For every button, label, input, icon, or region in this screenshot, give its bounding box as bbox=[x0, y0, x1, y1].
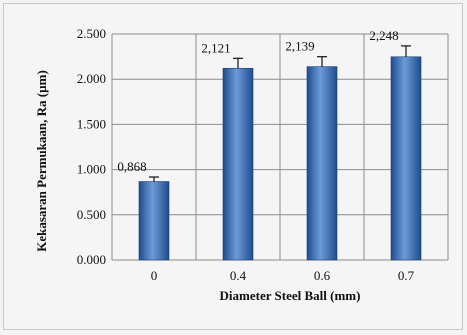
y-axis-title: Kekasaran Permukaan, Ra (µm) bbox=[34, 70, 49, 252]
x-axis-title: Diameter Steel Ball (mm) bbox=[220, 288, 361, 303]
x-tick-label: 0.7 bbox=[398, 268, 415, 283]
y-tick-label: 0.500 bbox=[77, 207, 106, 222]
y-tick-label: 1.500 bbox=[77, 116, 106, 131]
bar bbox=[222, 67, 254, 261]
y-tick-label: 2.500 bbox=[77, 26, 106, 41]
bar bbox=[306, 66, 338, 261]
y-tick-labels: 0.000 0.500 1.000 1.500 2.000 2.500 bbox=[77, 26, 106, 267]
data-label: 2,121 bbox=[201, 40, 230, 55]
x-tick-label: 0.6 bbox=[314, 268, 331, 283]
x-tick-label: 0 bbox=[151, 268, 158, 283]
error-bars bbox=[149, 45, 411, 182]
y-tick-label: 0.000 bbox=[77, 252, 106, 267]
data-labels: 0,868 2,121 2,139 2,248 bbox=[117, 28, 398, 174]
x-tick-labels: 0 0.4 0.6 0.7 bbox=[151, 268, 415, 283]
bar bbox=[138, 181, 170, 261]
data-label: 2,139 bbox=[285, 39, 314, 54]
bar bbox=[390, 56, 422, 261]
y-tick-label: 2.000 bbox=[77, 71, 106, 86]
data-label: 2,248 bbox=[369, 28, 398, 43]
bars bbox=[138, 56, 422, 261]
x-tick-label: 0.4 bbox=[230, 268, 247, 283]
y-tick-label: 1.000 bbox=[77, 162, 106, 177]
data-label: 0,868 bbox=[117, 159, 146, 174]
